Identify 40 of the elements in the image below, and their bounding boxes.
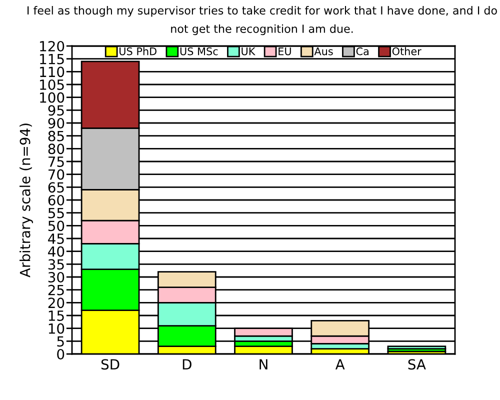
y-tick-label: 95 [48, 105, 64, 116]
y-axis-title: Arbitrary scale (n=94) [20, 124, 33, 278]
y-tick-label: 50 [48, 220, 64, 232]
legend-label: Ca [356, 47, 368, 56]
y-tick-label: 115 [40, 54, 64, 64]
x-tick-label: A [335, 359, 345, 370]
legend-label: UK [242, 47, 256, 56]
legend-label: Aus [314, 47, 333, 56]
y-tick-label: 100 [40, 92, 64, 103]
y-tick-label: 65 [48, 182, 64, 193]
y-tick-label: 45 [48, 234, 64, 244]
y-tick-label: 30 [48, 272, 64, 282]
legend-label: EU [278, 47, 291, 56]
x-tick-label: SA [408, 359, 426, 370]
y-tick-label: 5 [57, 336, 64, 347]
y-tick-label: 85 [48, 130, 64, 142]
legend-label: US MSc [180, 47, 218, 56]
y-tick-label: 70 [48, 169, 64, 180]
y-tick-label: 90 [48, 118, 64, 128]
y-tick-label: 105 [40, 79, 64, 90]
y-tick-label: 20 [48, 298, 64, 308]
y-tick-label: 110 [40, 66, 64, 78]
x-tick-label: D [182, 359, 192, 370]
legend-label: US PhD [120, 47, 156, 56]
y-tick-label: 0 [57, 348, 64, 360]
y-tick-label: 80 [48, 144, 64, 154]
y-tick-label: 40 [48, 246, 64, 257]
y-tick-label: 25 [48, 284, 64, 296]
bar [387, 346, 446, 350]
x-tick-label: N [260, 359, 268, 370]
y-tick-label: 60 [48, 194, 64, 206]
chart-title: I feel as though my supervisor tries to take credit for work that I have done, and I do not get the recognition I am due. [28, 6, 497, 36]
x-tick-label: SD [101, 359, 120, 370]
y-tick-label: 120 [40, 40, 64, 52]
y-tick-label: 75 [48, 156, 64, 167]
y-tick-label: 15 [48, 310, 64, 321]
y-tick-label: 35 [48, 259, 64, 270]
y-tick-label: 55 [48, 208, 64, 218]
y-tick-label: 10 [48, 323, 64, 334]
legend-label: Other [392, 47, 422, 56]
